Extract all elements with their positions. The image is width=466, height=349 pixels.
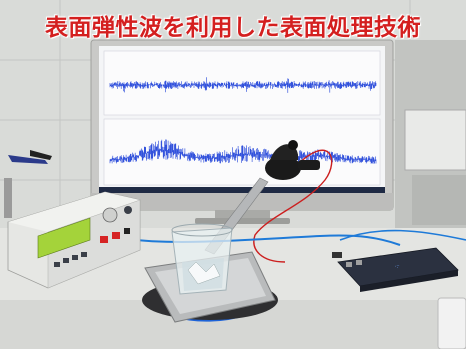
glass-beaker: [171, 223, 233, 295]
bottle: [437, 297, 466, 349]
svg-text:·:·: ·:·: [394, 263, 400, 270]
right-device: [412, 175, 466, 225]
top-plot-panel: [103, 50, 381, 116]
taskbar: [99, 187, 385, 193]
generator-lcd-display: [40, 237, 78, 251]
top-waveform: [109, 77, 377, 93]
clip-holder: [4, 150, 52, 218]
generator-lcd: [37, 217, 91, 259]
caption-title: 表面弾性波を利用した表面処理技術: [45, 15, 421, 41]
blue-cable-3: [339, 229, 466, 241]
ultrasonic-transducer: [204, 140, 320, 255]
monitor: [90, 39, 394, 224]
blue-cable-1: [119, 234, 401, 246]
top-waveform-trace: [109, 77, 377, 93]
generator-knob: [102, 207, 118, 223]
right-box: [404, 109, 466, 171]
usb-oscilloscope-probe: ·:·: [332, 247, 459, 292]
red-cable: [253, 149, 333, 263]
function-generator: [7, 191, 141, 289]
